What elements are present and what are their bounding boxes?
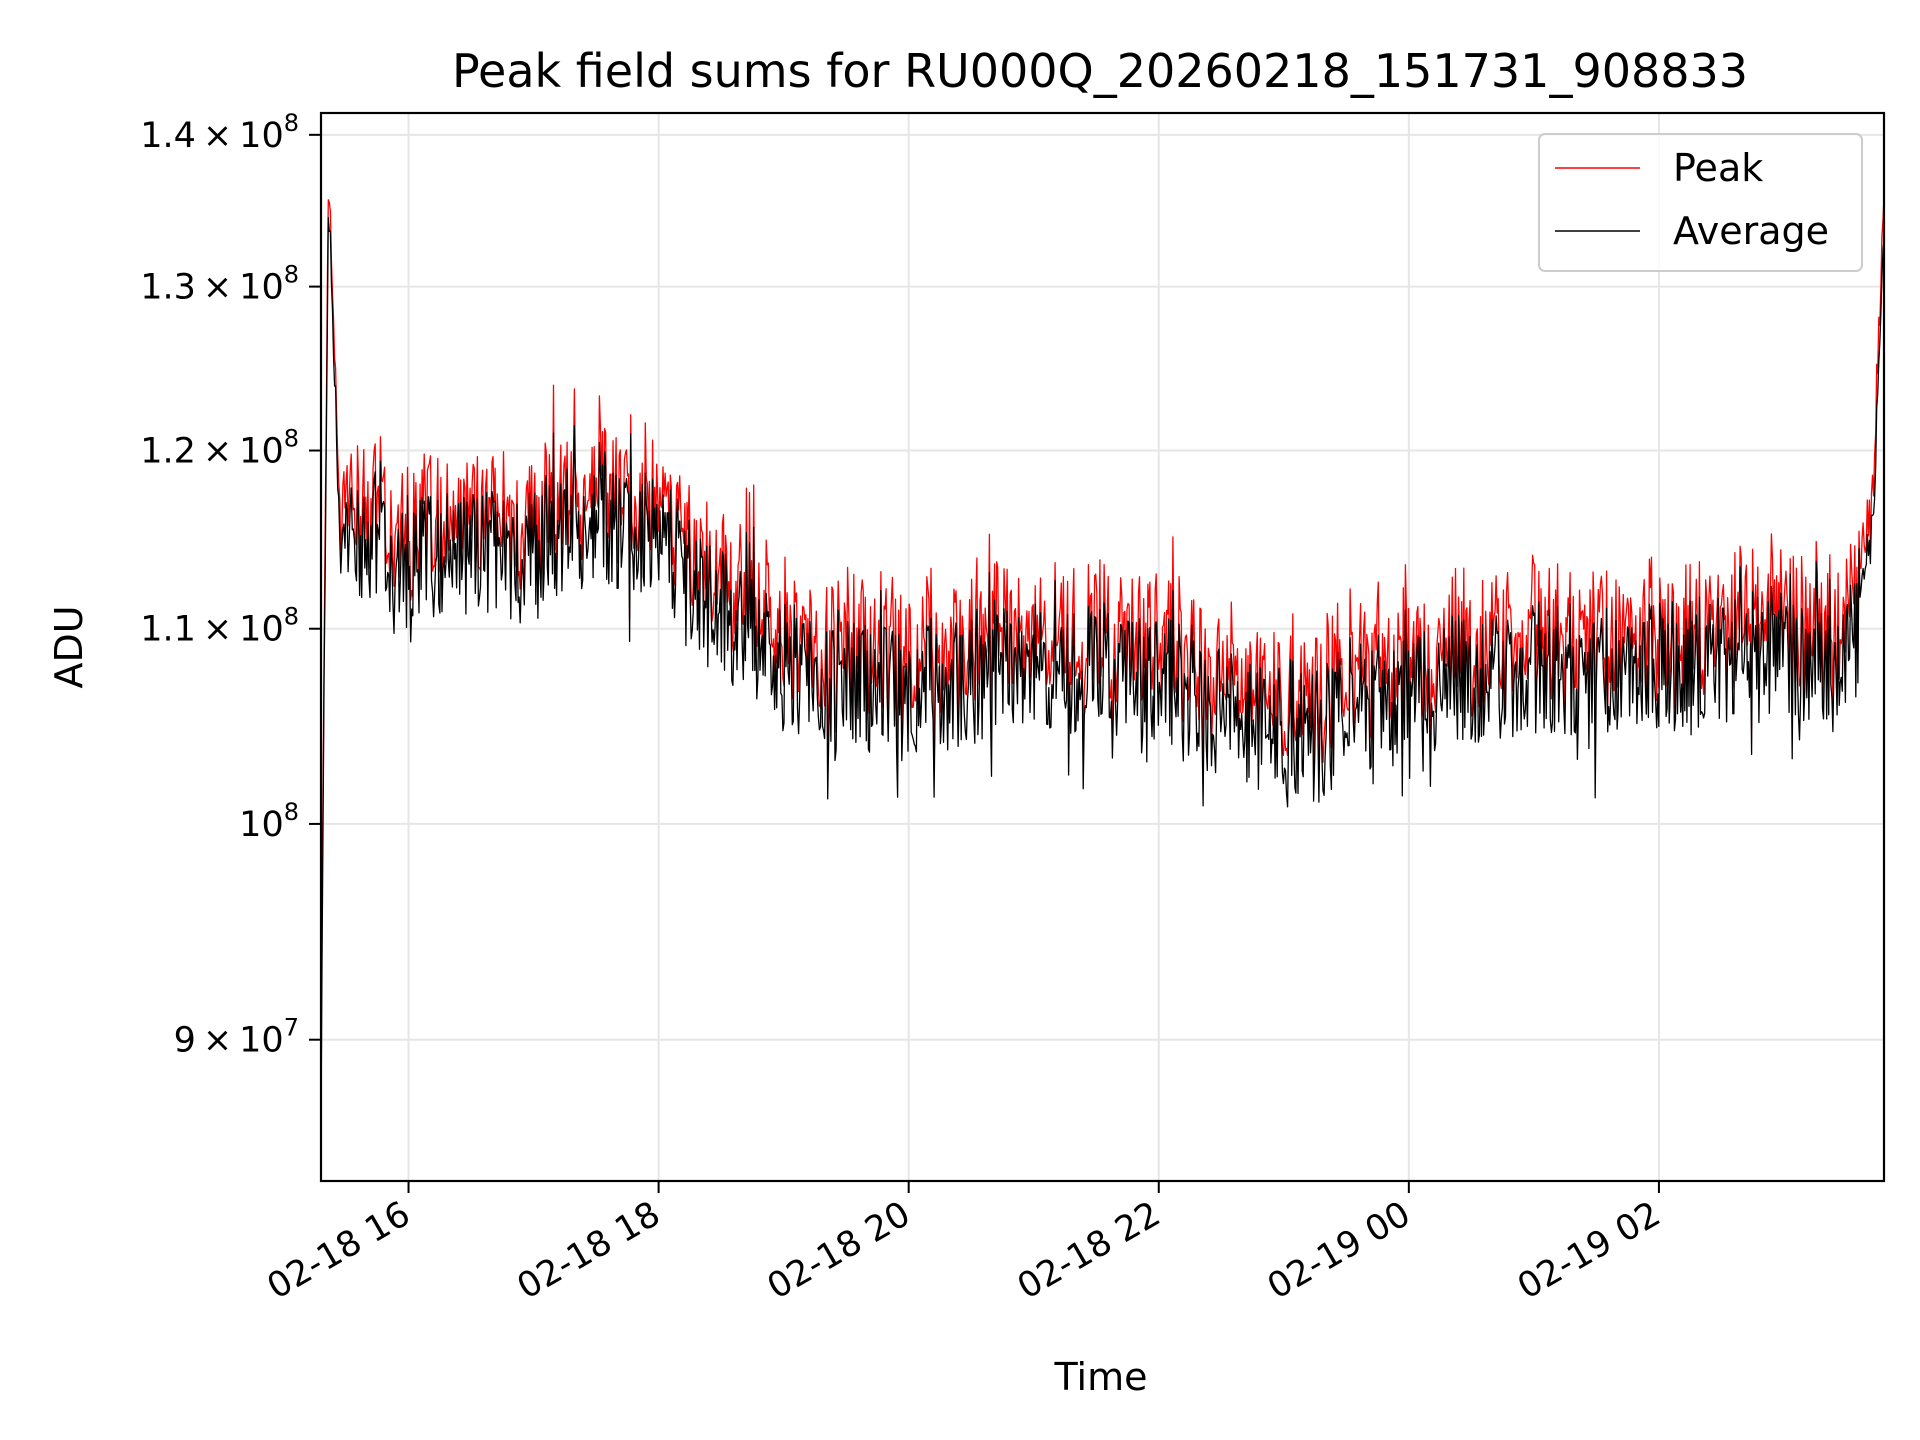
y-tick-label: 9 × 107 <box>174 1014 299 1061</box>
y-axis-ticks: 9 × 107 108 1.1 × 108 1.2 × 108 1.3 × 108 1.4… <box>140 109 321 1061</box>
y-tick-label: 108 <box>239 798 299 845</box>
legend-peak-label: Peak <box>1673 146 1763 190</box>
y-tick-label: 1.2 × 108 <box>140 425 299 472</box>
y-tick-label: 1.1 × 108 <box>140 603 299 650</box>
average-series-line <box>320 217 1885 1124</box>
legend-average-label: Average <box>1673 209 1829 253</box>
y-tick-label: 1.4 × 108 <box>140 109 299 156</box>
chart-title: Peak field sums for RU000Q_20260218_1517… <box>452 44 1748 98</box>
y-axis-label: ADU <box>47 605 91 688</box>
y-tick-label: 1.3 × 108 <box>140 261 299 308</box>
x-axis-label: Time <box>1054 1355 1148 1399</box>
plot-area-frame <box>319 111 1886 1183</box>
peak-series-line <box>320 195 1885 1055</box>
series-layer <box>320 195 1885 1124</box>
legend: Peak Average <box>1538 133 1863 272</box>
